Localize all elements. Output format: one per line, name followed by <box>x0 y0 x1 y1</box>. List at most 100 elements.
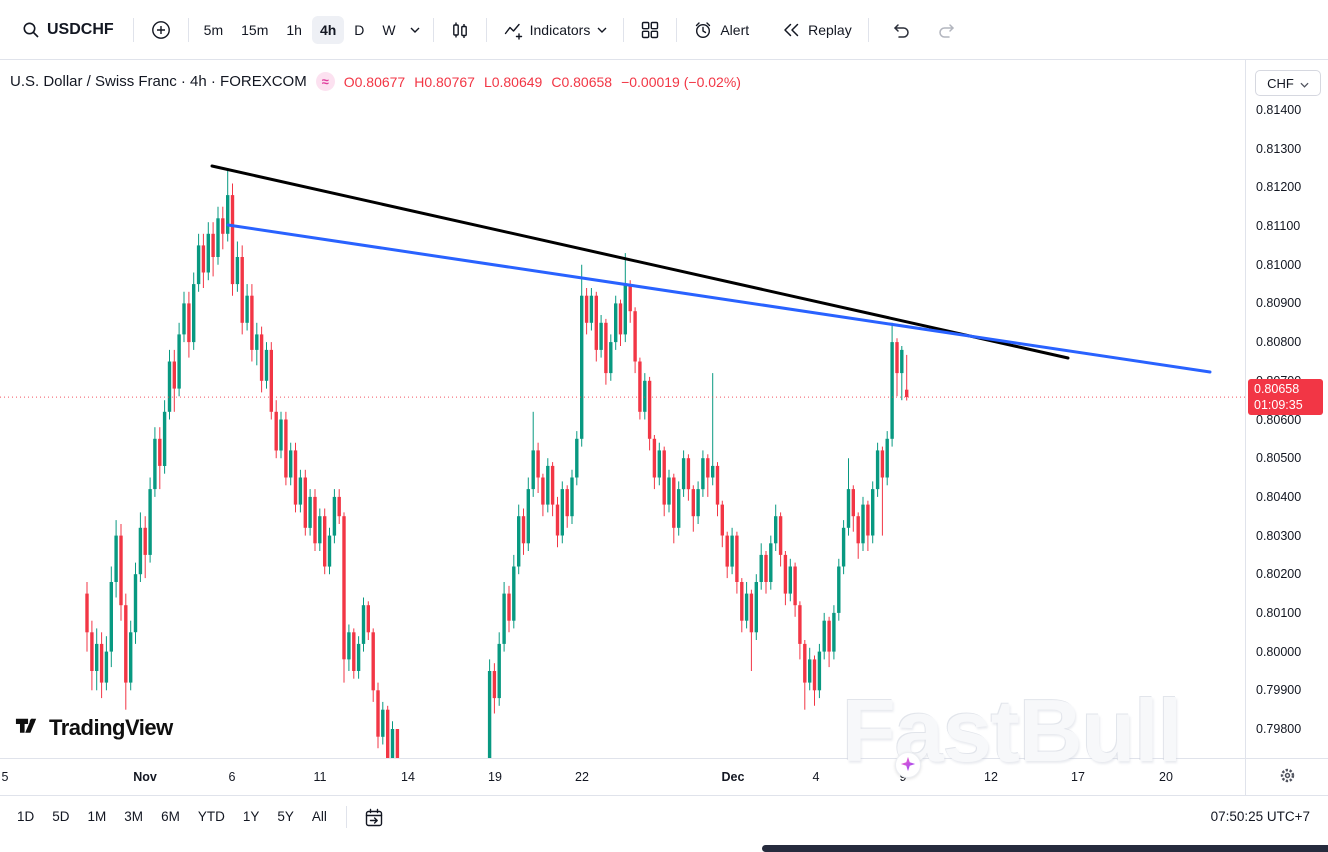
axis-corner <box>1245 759 1328 795</box>
trendline-blue[interactable] <box>226 223 1212 374</box>
interval-button-W[interactable]: W <box>374 16 403 44</box>
toolbar-divider <box>676 17 678 42</box>
undo-arrow-icon <box>891 21 911 39</box>
range-button-All[interactable]: All <box>303 803 336 830</box>
chevron-down-icon <box>410 27 420 33</box>
ohlc-values: O0.80677 H0.80767 L0.80649 C0.80658 −0.0… <box>344 74 741 90</box>
range-button-5Y[interactable]: 5Y <box>268 803 303 830</box>
alert-label: Alert <box>720 21 750 38</box>
currency-select[interactable]: CHF <box>1255 70 1321 96</box>
price-axis[interactable]: CHF 0.81400 0.81300 0.81200 0.81100 0.81000 0… <box>1245 60 1328 758</box>
range-button-1Y[interactable]: 1Y <box>234 803 269 830</box>
range-group: 1D 5D 1M 3M 6M YTD 1Y 5Y All <box>8 803 336 830</box>
delayed-data-icon[interactable]: ≈ <box>315 72 335 91</box>
interval-button-4h[interactable]: 4h <box>311 15 345 44</box>
add-circle-icon <box>150 19 172 41</box>
timezone-clock-button[interactable]: 07:50:25 UTC+7 <box>1205 803 1316 830</box>
time-axis-label: 12 <box>984 770 998 784</box>
candles-layer <box>85 168 909 758</box>
low-value: L0.80649 <box>483 73 543 90</box>
high-value: H0.80767 <box>414 73 475 90</box>
bottom-dark-bar <box>762 845 1328 852</box>
range-button-YTD[interactable]: YTD <box>189 803 234 830</box>
interval-button-15m[interactable]: 15m <box>233 16 276 44</box>
bar-countdown: 01:09:35 <box>1254 398 1303 413</box>
indicators-label: Indicators <box>529 21 591 38</box>
redo-button[interactable] <box>928 14 966 46</box>
symbol-title[interactable]: U.S. Dollar / Swiss Franc · 4h · FOREXCO… <box>10 73 307 90</box>
price-axis-label: 0.80600 <box>1256 412 1302 427</box>
replay-label: Replay <box>808 21 852 38</box>
tradingview-brand-text: TradingView <box>49 715 173 740</box>
close-value: C0.80658 <box>551 73 613 90</box>
compare-add-button[interactable] <box>141 12 181 48</box>
price-axis-label: 0.81000 <box>1256 257 1302 272</box>
chart-legend: U.S. Dollar / Swiss Franc · 4h · FOREXCO… <box>10 72 741 91</box>
chart-style-button[interactable] <box>441 13 479 47</box>
tradingview-logo[interactable]: TradingView <box>14 712 173 744</box>
chevron-down-icon <box>597 27 607 33</box>
interval-menu-button[interactable] <box>404 20 426 40</box>
search-icon <box>22 21 40 39</box>
time-axis-label: Dec <box>721 770 745 784</box>
indicators-button[interactable]: Indicators <box>494 13 617 47</box>
price-axis-label: 0.80800 <box>1256 335 1302 350</box>
price-axis-label: 0.80100 <box>1256 605 1302 620</box>
bottom-toolbar: 1D 5D 1M 3M 6M YTD 1Y 5Y All 07:50:25 UTC+7 <box>0 796 1328 852</box>
calendar-go-to-date-icon <box>364 808 384 831</box>
range-button-5D[interactable]: 5D <box>43 803 78 830</box>
replay-rewind-icon <box>781 20 801 40</box>
range-button-3M[interactable]: 3M <box>115 803 152 830</box>
range-button-6M[interactable]: 6M <box>152 803 189 830</box>
indicators-icon <box>503 20 523 40</box>
toolbar-divider <box>132 17 134 42</box>
sparkle-ai-icon <box>899 755 917 776</box>
alert-button[interactable]: Alert <box>684 13 758 47</box>
price-axis-label: 0.80500 <box>1256 451 1302 466</box>
trendline-black[interactable] <box>210 164 1070 360</box>
last-price-value: 0.80658 <box>1254 382 1300 397</box>
price-axis-label: 0.79800 <box>1256 722 1302 736</box>
settings-gear-icon <box>1279 767 1296 787</box>
settings-gear-button[interactable] <box>1279 767 1296 787</box>
time-axis-label: 4 <box>812 770 820 784</box>
go-to-date-button[interactable] <box>357 803 391 836</box>
range-button-1D[interactable]: 1D <box>8 803 43 830</box>
price-axis-label: 0.80300 <box>1256 528 1302 543</box>
price-axis-label: 0.81200 <box>1256 180 1302 195</box>
price-axis-label: 0.80900 <box>1256 296 1302 311</box>
undo-button[interactable] <box>882 14 920 46</box>
layout-grid-icon <box>640 20 660 40</box>
interval-button-5m[interactable]: 5m <box>196 16 231 44</box>
top-toolbar: USDCHF 5m 15m 1h 4h D W Indicators <box>0 0 1328 60</box>
symbol-label: USDCHF <box>47 20 114 38</box>
sparkle-ai-button[interactable] <box>895 752 921 778</box>
time-axis-label: 6 <box>228 770 236 784</box>
time-axis[interactable]: 5Nov611141922Dec49121720 <box>0 758 1328 796</box>
toolbar-divider <box>187 17 189 42</box>
time-axis-label: 14 <box>401 770 415 784</box>
symbol-search-button[interactable]: USDCHF <box>10 14 126 46</box>
time-axis-label: 22 <box>575 770 589 784</box>
price-axis-label: 0.81300 <box>1256 141 1302 156</box>
toolbar-divider <box>485 17 487 42</box>
chart-pane[interactable] <box>0 60 1245 758</box>
time-axis-label: 11 <box>313 770 327 784</box>
interval-button-D[interactable]: D <box>346 16 372 44</box>
currency-label: CHF <box>1267 75 1294 91</box>
replay-button[interactable]: Replay <box>772 13 861 47</box>
interval-button-1h[interactable]: 1h <box>278 16 310 44</box>
toolbar-divider <box>432 17 434 42</box>
time-axis-label: 17 <box>1071 770 1085 784</box>
time-axis-label: Nov <box>133 770 157 784</box>
toolbar-divider <box>623 17 625 42</box>
open-value: O0.80677 <box>343 73 406 90</box>
price-axis-label: 0.80200 <box>1256 567 1302 582</box>
range-button-1M[interactable]: 1M <box>79 803 116 830</box>
candlestick-style-icon <box>450 20 470 40</box>
price-axis-label: 0.80000 <box>1256 644 1302 659</box>
layout-grid-button[interactable] <box>631 13 669 47</box>
tradingview-logo-mark <box>14 712 41 744</box>
currency-chevron-icon <box>1300 76 1309 91</box>
